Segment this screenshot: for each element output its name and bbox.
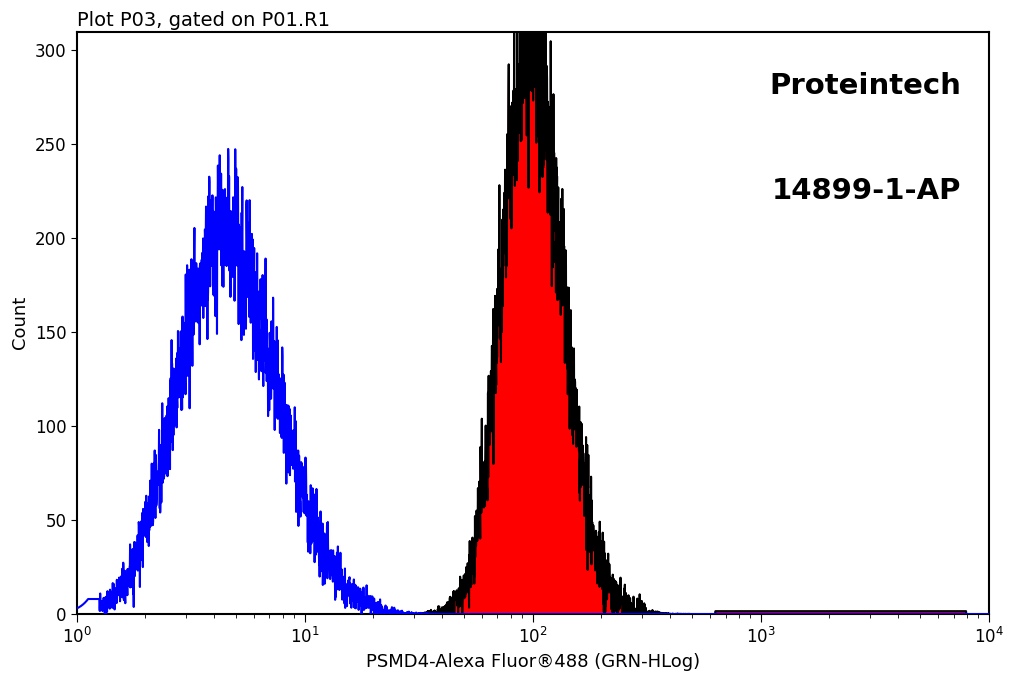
X-axis label: PSMD4-Alexa Fluor®488 (GRN-HLog): PSMD4-Alexa Fluor®488 (GRN-HLog)	[365, 653, 700, 671]
Text: 14899-1-AP: 14899-1-AP	[772, 177, 961, 205]
Text: Proteintech: Proteintech	[769, 72, 961, 100]
Text: Plot P03, gated on P01.R1: Plot P03, gated on P01.R1	[77, 11, 330, 30]
Y-axis label: Count: Count	[11, 296, 29, 349]
